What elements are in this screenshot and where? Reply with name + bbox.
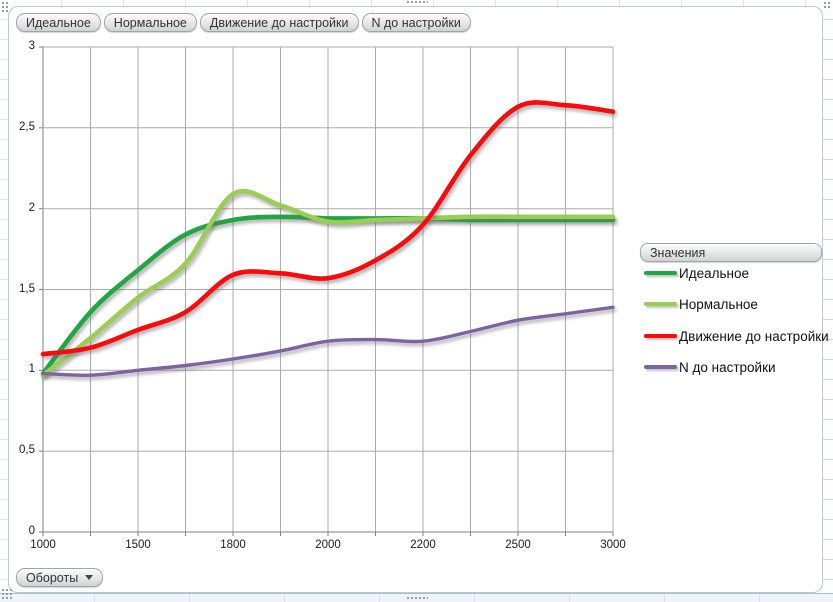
selection-handle-top-left[interactable] — [1, 1, 10, 13]
legend-swatch-ideal — [644, 270, 677, 276]
y-axis-tick-label: 0 — [28, 525, 35, 537]
field-button-normal[interactable]: Нормальное — [103, 13, 197, 32]
legend-item-movement-before-tuning[interactable]: Движение до настройки — [644, 328, 829, 344]
selection-handle-top-right[interactable] — [823, 1, 832, 10]
x-axis-tick-label: 1000 — [30, 539, 56, 551]
series-line-ideal[interactable] — [40, 214, 616, 376]
x-axis-tick-label: 2500 — [505, 539, 531, 551]
x-axis-tick-label: 1500 — [125, 539, 151, 551]
legend-label: Идеальное — [679, 265, 749, 281]
legend-swatch-n — [644, 365, 677, 369]
worksheet-right-edge — [823, 0, 833, 601]
x-axis-tick-label: 2000 — [315, 539, 341, 551]
x-axis-tick-label: 3000 — [600, 539, 626, 551]
selection-handle-bottom-center[interactable] — [406, 596, 428, 601]
selection-handle-bottom-left[interactable] — [1, 588, 12, 599]
y-axis-tick-label: 0,5 — [19, 444, 35, 457]
pivot-field-button-row: Идеальное Нормальное Движение до настрой… — [16, 13, 471, 32]
y-axis-tick-label: 3 — [28, 40, 35, 52]
field-button-n-before-tuning[interactable]: N до настройки — [361, 13, 471, 32]
selection-handle-top-center[interactable] — [406, 0, 428, 5]
legend-swatch-movement — [644, 333, 677, 339]
field-button-ideal[interactable]: Идеальное — [16, 13, 101, 32]
axis-field-button-oboroty[interactable]: Обороты — [16, 568, 104, 587]
series-line-n-before-tuning[interactable] — [41, 305, 615, 377]
legend-label: N до настройки — [679, 359, 776, 375]
field-button-movement-before-tuning[interactable]: Движение до настройки — [199, 13, 359, 32]
y-axis-tick-label: 1,5 — [19, 282, 35, 295]
legend-item-normal[interactable]: Нормальное — [644, 296, 758, 312]
y-axis-tick-label: 1 — [28, 363, 35, 376]
dropdown-arrow-icon — [85, 575, 94, 580]
series-line-movement-before-tuning[interactable] — [40, 100, 616, 357]
x-axis-tick-label: 2200 — [410, 539, 436, 551]
legend-field-button-values[interactable]: Значения — [640, 243, 822, 262]
legend-label: Нормальное — [679, 296, 758, 312]
legend-item-n-before-tuning[interactable]: N до настройки — [644, 359, 776, 375]
legend-swatch-normal — [644, 301, 677, 307]
legend-item-ideal[interactable]: Идеальное — [644, 265, 749, 281]
axis-field-label: Обороты — [26, 570, 79, 585]
y-axis-tick-label: 2,5 — [19, 120, 35, 133]
y-axis-tick-label: 2 — [28, 201, 35, 214]
x-axis-tick-label: 1800 — [220, 539, 246, 551]
worksheet-rows-edge — [0, 0, 8, 601]
series-line-normal[interactable] — [40, 188, 616, 378]
chart-object-frame[interactable] — [8, 6, 823, 593]
legend-label: Движение до настройки — [679, 328, 829, 344]
